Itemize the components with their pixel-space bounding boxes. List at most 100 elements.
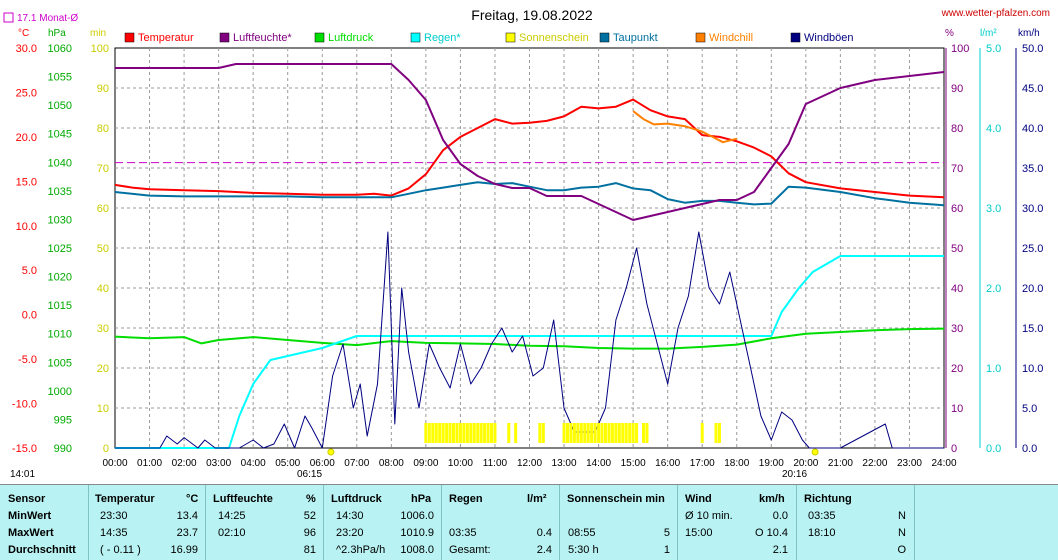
legend-swatch — [219, 32, 230, 43]
temp-tick-label: -10.0 — [12, 399, 37, 411]
pressure-tick-label: 1015 — [48, 300, 72, 312]
header-rain-unit: l/m² — [527, 493, 547, 505]
sun-tick-label: 0 — [103, 443, 109, 455]
x-tick-label: 11:00 — [483, 458, 508, 469]
legend-swatch — [790, 32, 801, 43]
temp-tick-label: 25.0 — [16, 87, 37, 99]
sun-bar — [562, 423, 566, 443]
sun-bar — [569, 423, 573, 443]
sun-bar — [541, 423, 545, 443]
table-cell-wind-val: 0.0 — [772, 510, 788, 522]
temp-unit-label: °C — [18, 28, 29, 39]
statistics-table: Sensor Temperatur °C Luftfeuchte % Luftd… — [0, 484, 1058, 560]
table-cell-dir-time: 18:10 — [808, 527, 836, 539]
table-cell-wind-val: 2.1 — [772, 544, 788, 556]
pressure-tick-label: 1030 — [48, 214, 72, 226]
pressure-tick-label: 1050 — [48, 100, 72, 112]
table-cell-press-val: 1006.0 — [400, 510, 434, 522]
humidity-tick-label: 60 — [951, 203, 963, 215]
table-cell-dir-val: N — [898, 527, 906, 539]
sun-bar — [717, 423, 721, 443]
legend-label: Luftfeuchte* — [233, 32, 292, 44]
sun-bar — [635, 423, 639, 443]
temp-tick-label: 20.0 — [16, 132, 37, 144]
sun-tick-label: 20 — [97, 363, 109, 375]
header-wind: Wind — [685, 493, 712, 505]
x-tick-label: 12:00 — [517, 458, 542, 469]
header-temp: Temperatur — [95, 493, 155, 505]
series-line-windben — [115, 231, 944, 449]
temp-tick-label: 30.0 — [16, 43, 37, 55]
pressure-tick-label: 1000 — [48, 386, 72, 398]
sun-bar — [607, 423, 611, 443]
table-cell-dir-val: N — [898, 510, 906, 522]
source-link[interactable]: www.wetter-pfalzen.com — [941, 8, 1050, 19]
x-tick-label: 03:00 — [206, 458, 231, 469]
x-tick-label: 16:00 — [655, 458, 680, 469]
pressure-tick-label: 1010 — [48, 329, 72, 341]
footer-time: 14:01 — [10, 469, 35, 480]
legend-swatch — [314, 32, 325, 43]
header-sensor: Sensor — [8, 493, 46, 505]
sun-bar — [590, 423, 594, 443]
x-tick-label: 07:00 — [344, 458, 369, 469]
pressure-tick-label: 1055 — [48, 72, 72, 84]
pressure-tick-label: 1005 — [48, 357, 72, 369]
series-layer — [114, 63, 945, 449]
temp-tick-label: -15.0 — [12, 443, 37, 455]
sun-bar — [424, 423, 428, 443]
series-line-temperatur — [114, 98, 945, 199]
table-cell-wind-label: Ø 10 min. — [685, 510, 733, 522]
table-cell-press-val: 1010.9 — [400, 527, 434, 539]
table-cell-hum-time: 14:25 — [218, 510, 246, 522]
pressure-tick-label: 1045 — [48, 129, 72, 141]
sun-bar — [452, 423, 456, 443]
table-cell-label: Durchschnitt — [8, 544, 76, 556]
legend-swatch — [599, 32, 610, 43]
wind-tick-label: 30.0 — [1022, 203, 1043, 215]
sun-bar — [462, 423, 466, 443]
series-line-taupunkt — [114, 181, 945, 207]
legend-label: Windchill — [709, 32, 753, 44]
wind-tick-label: 35.0 — [1022, 163, 1043, 175]
sun-tick-label: 100 — [91, 43, 109, 55]
x-tick-label: 24:00 — [931, 458, 956, 469]
table-cell-rain-time: Gesamt: — [449, 544, 491, 556]
x-tick-label: 19:00 — [759, 458, 784, 469]
sun-bar — [427, 423, 431, 443]
header-hum-unit: % — [306, 493, 316, 505]
table-cell-temp-val: 16.99 — [170, 544, 198, 556]
x-tick-label: 01:00 — [137, 458, 162, 469]
x-tick-label: 09:00 — [413, 458, 438, 469]
header-press: Luftdruck — [331, 493, 382, 505]
sun-bar — [565, 423, 569, 443]
table-cell-hum-val: 81 — [303, 544, 316, 556]
sun-bar — [700, 423, 704, 443]
temp-tick-label: 5.0 — [22, 265, 37, 277]
pressure-tick-label: 1060 — [48, 43, 72, 55]
sun-bar — [624, 423, 628, 443]
table-cell-temp-val: 23.7 — [176, 527, 198, 539]
wind-tick-label: 0.0 — [1022, 443, 1037, 455]
sun-marker — [811, 448, 819, 456]
sun-bar — [586, 423, 590, 443]
table-cell-dir-time: 03:35 — [808, 510, 836, 522]
table-cell-hum-time: 02:10 — [218, 527, 246, 539]
sun-bar — [458, 423, 462, 443]
series-line-regen — [115, 255, 944, 449]
wind-tick-label: 40.0 — [1022, 123, 1043, 135]
sun-tick-label: 90 — [97, 83, 109, 95]
sun-bar — [617, 423, 621, 443]
sun-bar — [476, 423, 480, 443]
wind-tick-label: 10.0 — [1022, 363, 1043, 375]
sun-bar — [434, 423, 438, 443]
table-cell-dir-val: O — [897, 544, 906, 556]
wind-tick-label: 15.0 — [1022, 323, 1043, 335]
rain-tick-label: 4.0 — [986, 123, 1001, 135]
sun-tick-label: 10 — [97, 403, 109, 415]
pressure-tick-label: 1025 — [48, 243, 72, 255]
sun-tick-label: 60 — [97, 203, 109, 215]
sun-bar — [507, 423, 511, 443]
table-cell-sun-val: 5 — [663, 527, 670, 539]
table-cell-hum-val: 52 — [303, 510, 316, 522]
